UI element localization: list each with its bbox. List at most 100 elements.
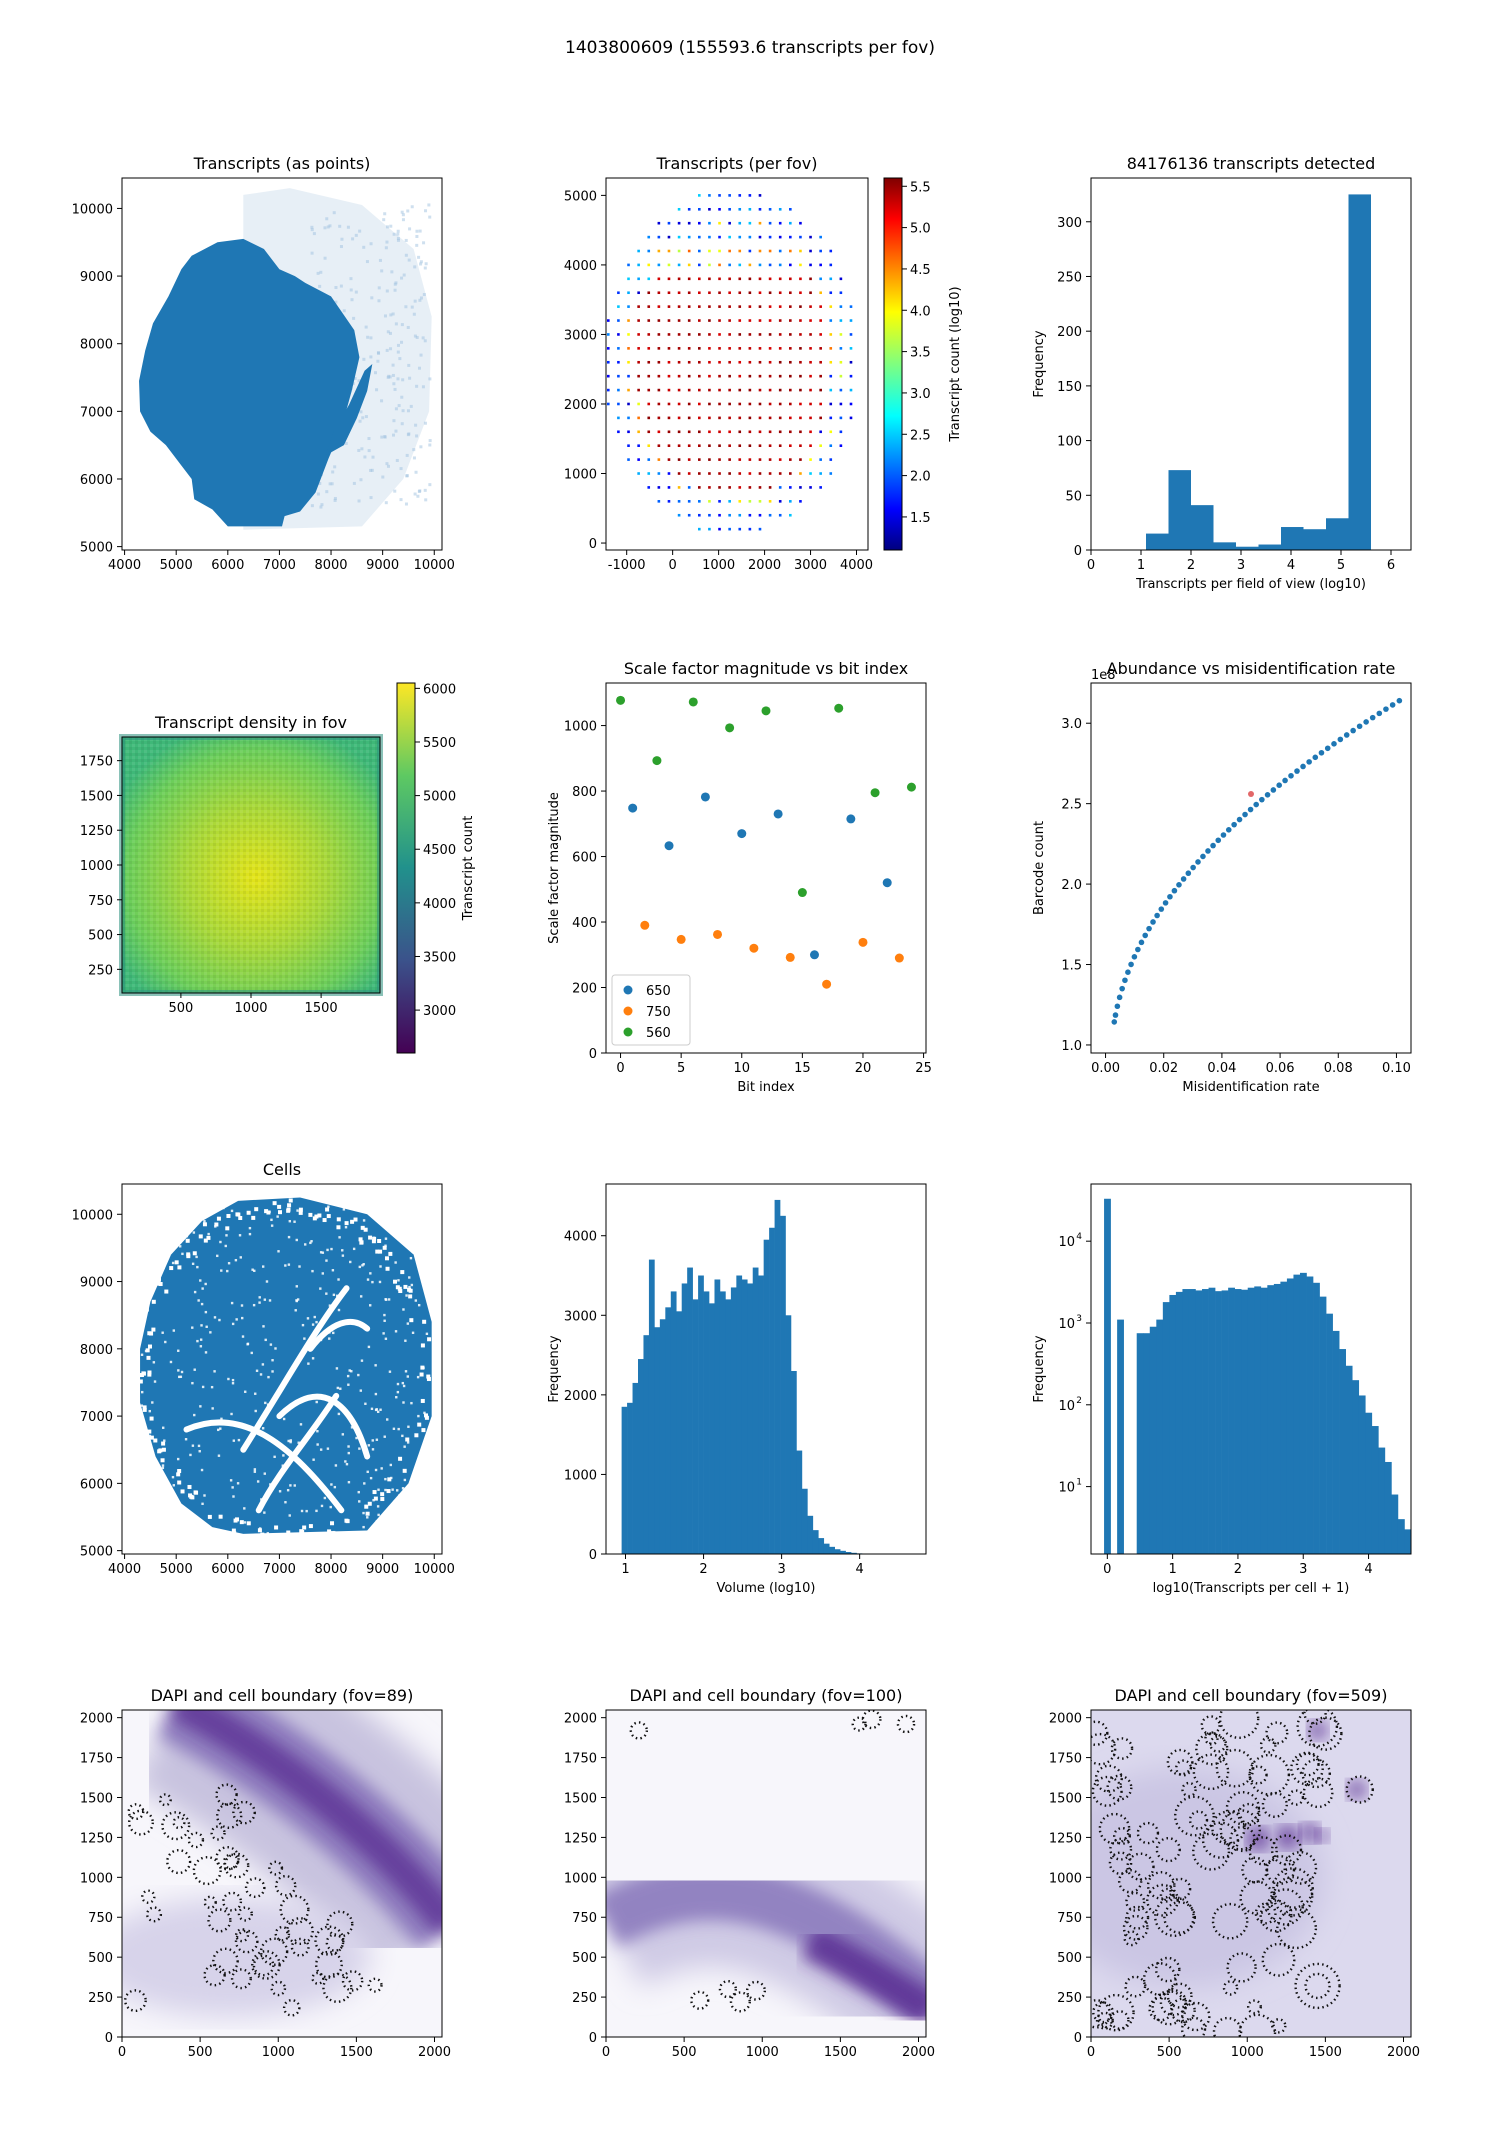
x-tick-label: 0 [118, 2045, 126, 2060]
fov-point [799, 360, 802, 364]
fov-point [799, 249, 802, 253]
cell-gap-speck [377, 1513, 380, 1517]
faint-point [361, 416, 365, 420]
fov-point [758, 221, 762, 225]
x-tick-label: 4 [1364, 1562, 1372, 1577]
fov-point [718, 500, 721, 503]
edge-speck [336, 1225, 341, 1230]
colorbar-tick-label: 2.0 [910, 470, 931, 485]
cell-gap-speck [397, 1427, 400, 1431]
fov-point [698, 235, 701, 239]
faint-point [404, 253, 408, 257]
faint-point [389, 347, 393, 351]
edge-speck [153, 1438, 158, 1443]
cell-gap-speck [299, 1423, 303, 1426]
plot-area [139, 188, 432, 530]
faint-point [414, 470, 418, 474]
y-tick-label: 10 [1058, 1235, 1075, 1250]
fov-point [748, 402, 752, 406]
edge-speck [149, 1435, 154, 1440]
cell-gap-speck [252, 1303, 256, 1307]
cell-gap-speck [372, 1498, 375, 1502]
fov-point [819, 416, 822, 420]
fov-point [667, 235, 671, 239]
y-tick-label: 0 [1074, 2031, 1082, 2046]
plot-area [616, 695, 916, 989]
fov-point [708, 388, 711, 392]
fov-point [819, 402, 822, 406]
y-tick-exponent: 2 [1076, 1396, 1082, 1406]
point-560 [761, 706, 771, 716]
cell-boundary [1092, 2001, 1114, 2024]
fov-point [758, 402, 762, 406]
fov-point [789, 513, 792, 517]
cell-gap-speck [254, 1392, 257, 1395]
fov-point [758, 333, 762, 336]
cell-gap-speck [352, 1247, 356, 1251]
cell-gap-speck [346, 1374, 350, 1378]
fov-point [677, 333, 681, 336]
cell-gap-speck [326, 1447, 330, 1450]
cell-gap-speck [227, 1377, 230, 1381]
cell-boundary [325, 1933, 345, 1952]
point-560 [906, 782, 916, 792]
barcode-point [1116, 994, 1123, 1001]
cell-gap-speck [408, 1285, 411, 1289]
histogram-bar [1182, 1289, 1190, 1554]
barcode-point [1350, 727, 1356, 734]
faint-point [358, 229, 362, 233]
cell-gap-speck [199, 1279, 202, 1282]
edge-speck [177, 1469, 182, 1474]
histogram-bar [676, 1311, 683, 1554]
fov-point [778, 305, 782, 308]
x-tick-label: 500 [188, 2045, 213, 2060]
fov-point [758, 249, 762, 253]
cell-gap-speck [141, 1390, 144, 1394]
cell-gap-speck [285, 1379, 288, 1382]
colorbar-tick-label: 3.5 [910, 346, 931, 361]
cell-boundary [222, 1853, 240, 1870]
cell-gap-speck [162, 1266, 165, 1270]
fov-point [819, 360, 822, 364]
cell-boundary [1248, 1753, 1291, 1796]
chart-p7: 4000 5000 6000 7000 8000 9000 1000050006000700… [72, 1160, 455, 1577]
fov-point [718, 388, 721, 392]
cell-gap-speck [414, 1299, 418, 1302]
fov-point [698, 444, 701, 448]
x-tick-label: 20 [855, 1061, 872, 1076]
cell-gap-speck [325, 1259, 328, 1262]
faint-point [428, 439, 432, 443]
cell-gap-speck [392, 1427, 396, 1430]
cell-gap-speck [296, 1298, 300, 1301]
cell-gap-speck [260, 1498, 263, 1501]
chart-title: 84176136 transcripts detected [1127, 154, 1376, 173]
cell-gap-speck [179, 1375, 183, 1378]
x-tick-label: 2 [1187, 558, 1195, 573]
fov-point [667, 319, 671, 322]
histogram-bar [1332, 1330, 1340, 1554]
fov-point [849, 347, 853, 350]
edge-speck [420, 1398, 425, 1403]
point-650 [846, 814, 856, 824]
fov-point [758, 360, 762, 364]
x-tick-label: 25 [915, 1061, 932, 1076]
cell-boundary [1308, 1716, 1343, 1751]
cell-gap-speck [403, 1529, 406, 1532]
faint-point [320, 503, 324, 507]
faint-point [427, 203, 431, 207]
histogram-bar [632, 1382, 639, 1554]
edge-speck [359, 1240, 364, 1245]
x-tick-label: 2000 [748, 558, 781, 573]
cell-gap-speck [359, 1389, 363, 1392]
cell-boundary [1146, 1871, 1176, 1900]
fov-point [647, 430, 651, 434]
fov-point [849, 416, 853, 420]
plot-area [606, 194, 853, 531]
faint-point [419, 260, 423, 264]
barcode-point [1185, 870, 1192, 877]
cell-boundary [1095, 2011, 1114, 2030]
histogram-bar [818, 1538, 825, 1554]
edge-speck [239, 1520, 244, 1525]
faint-point [360, 447, 364, 451]
fov-point [789, 500, 792, 503]
